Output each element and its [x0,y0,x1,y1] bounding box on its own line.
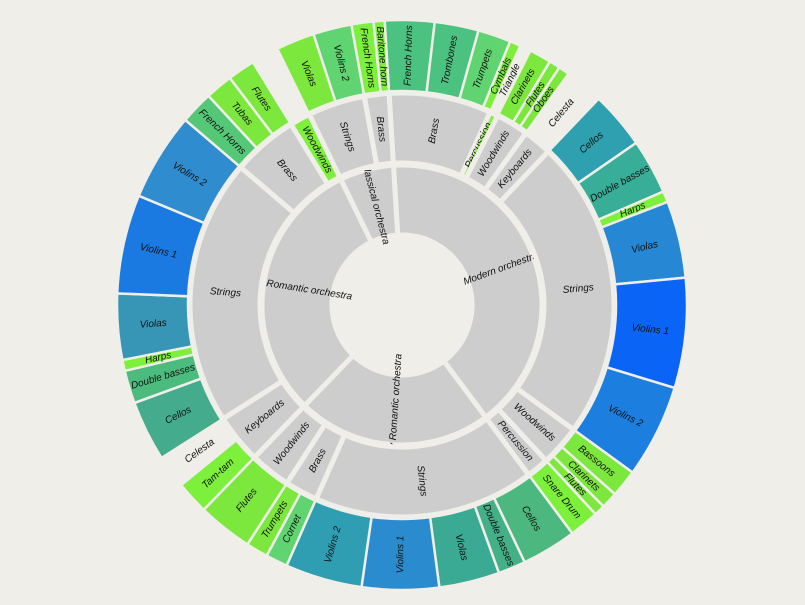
sunburst-label-strings: Strings [562,282,594,296]
sunburst-segment-baritone-horn[interactable] [372,19,391,94]
sunburst-label-violins-1: Violins 1 [631,323,670,338]
sunburst-segment-brass[interactable] [361,90,396,169]
sunburst-label-baritone-horn: Baritone horn [374,26,390,87]
sunburst-label-french-horns: French Horns [403,25,416,86]
sunburst-label-violins-1: Violins 1 [395,536,406,574]
sunburst-label-strings: Strings [414,465,428,497]
sunburst-segment-strings[interactable] [496,148,617,434]
sunburst-label-brass: Brass [427,117,442,144]
sunburst-label-brass: Brass [374,116,388,143]
sunburst-label-strings: Strings [210,286,242,299]
sunburst-label-violas: Violas [139,318,167,331]
